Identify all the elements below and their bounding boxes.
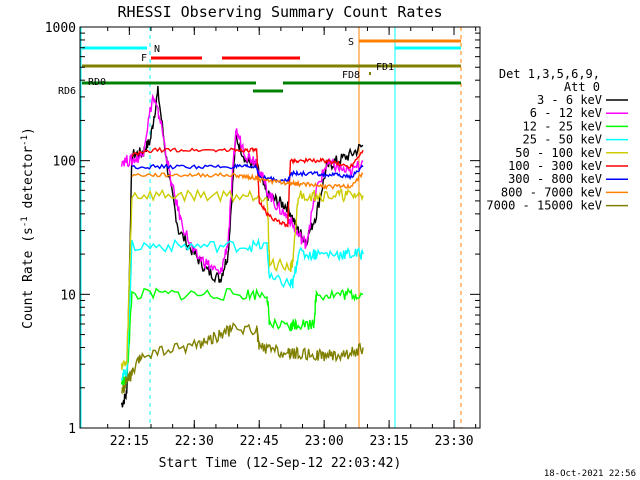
y-axis-label-mid: detector bbox=[21, 146, 36, 217]
x-axis-label: Start Time (12-Sep-12 22:03:42) bbox=[159, 456, 402, 471]
flag-label-fd8: FD8 bbox=[342, 70, 360, 81]
chart-title: RHESSI Observing Summary Count Rates bbox=[117, 3, 442, 21]
legend-label-6: 300 - 800 keV bbox=[508, 172, 602, 186]
flag-fd8-mark bbox=[369, 72, 371, 75]
x-tick-label-2: 22:45 bbox=[240, 434, 279, 449]
series-line-8 bbox=[121, 322, 364, 395]
flag-label-s: S bbox=[348, 37, 354, 48]
flag-bar-rd0-6 bbox=[82, 81, 256, 85]
series-line-4 bbox=[120, 188, 364, 370]
y-axis-label-main: Count Rate (s bbox=[21, 227, 36, 329]
legend-label-1: 6 - 12 keV bbox=[530, 106, 602, 120]
flag-bar-n-1 bbox=[395, 46, 461, 50]
legend-label-3: 25 - 50 keV bbox=[523, 133, 602, 147]
x-tick-label-0: 22:15 bbox=[110, 434, 149, 449]
flag-bar-rd0-7 bbox=[283, 81, 461, 85]
y-tick-label-2: 100 bbox=[53, 155, 76, 170]
x-tick-label-3: 23:00 bbox=[305, 434, 344, 449]
legend-label-4: 50 - 100 keV bbox=[515, 146, 602, 160]
y-axis-label-sup2: -1 bbox=[20, 135, 30, 146]
flag-label-fd1: FD1 bbox=[376, 62, 394, 73]
flag-bar-fd1-5 bbox=[82, 64, 461, 68]
x-tick-label-5: 23:30 bbox=[434, 434, 473, 449]
legend-label-8: 7000 - 15000 keV bbox=[486, 199, 602, 213]
series-line-6 bbox=[131, 163, 364, 184]
y-tick-label-1: 10 bbox=[60, 288, 76, 303]
legend-header-line1: Det 1,3,5,6,9, bbox=[499, 67, 600, 81]
flag-bar-rd0-8 bbox=[253, 89, 283, 93]
generated-timestamp: 18-Oct-2021 22:56 bbox=[544, 469, 636, 479]
axes: 22:15 22:30 22:45 23:00 23:15 23:30 1 10 100 1000 bbox=[45, 21, 480, 449]
flag-label-f: F bbox=[141, 53, 147, 64]
legend-label-5: 100 - 300 keV bbox=[508, 159, 602, 173]
flag-bar-n-0 bbox=[82, 46, 147, 50]
flag-label-n: N bbox=[154, 44, 160, 55]
flag-bar-s-4 bbox=[359, 39, 461, 43]
legend-label-7: 800 - 7000 keV bbox=[501, 185, 602, 199]
y-axis-label: Count Rate (s-1 detector-1) bbox=[20, 127, 36, 329]
y-tick-label-3: 1000 bbox=[45, 21, 76, 36]
legend-label-2: 12 - 25 keV bbox=[523, 119, 602, 133]
plot-frame bbox=[79, 26, 481, 429]
y-axis-label-end: ) bbox=[21, 127, 36, 135]
flag-label-rd6: RD6 bbox=[58, 86, 76, 97]
legend-label-0: 3 - 6 keV bbox=[537, 93, 602, 107]
x-tick-label-1: 22:30 bbox=[175, 434, 214, 449]
flag-bar-f-2 bbox=[151, 56, 202, 60]
series-layer bbox=[120, 85, 364, 408]
series-line-2 bbox=[120, 286, 364, 387]
legend-header-line2: Att 0 bbox=[564, 80, 600, 94]
flag-bars: NF S FD1 FD8 RD0 RD6 bbox=[58, 27, 462, 428]
y-tick-label-0: 1 bbox=[68, 422, 76, 437]
x-tick-label-4: 23:15 bbox=[370, 434, 409, 449]
series-line-5 bbox=[131, 146, 364, 228]
flag-label-rd0: RD0 bbox=[88, 77, 106, 88]
series-line-7 bbox=[131, 172, 364, 191]
flag-bar-f-3 bbox=[222, 56, 300, 60]
y-axis-label-sup1: -1 bbox=[20, 216, 30, 227]
series-line-3 bbox=[120, 237, 364, 381]
